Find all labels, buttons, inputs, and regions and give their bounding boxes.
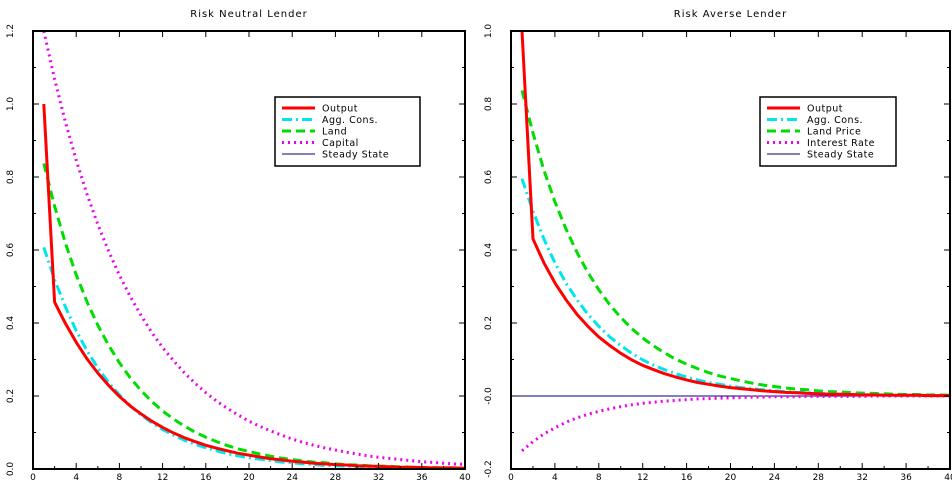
y-tick-label: 0.4 (6, 316, 16, 331)
x-tick-label: 4 (73, 473, 79, 482)
chart-title: Risk Averse Lender (674, 9, 787, 20)
y-tick-label: -0.0 (484, 387, 494, 405)
chart-panel-risk-averse: Risk Averse Lender 0 4 8 12 16 20 24 28 32 36 40 -0… (484, 9, 952, 482)
legend-label: Land (322, 127, 347, 138)
legend-label: Interest Rate (807, 138, 875, 149)
y-tick-label: 0.8 (484, 97, 494, 112)
x-tick-label: 28 (813, 473, 825, 482)
chart-panel-risk-neutral: Risk Neutral Lender 0 4 8 12 16 20 24 28 32 36 40 0… (6, 9, 471, 482)
series-group (33, 31, 465, 469)
y-tick-label: 0.4 (484, 243, 494, 258)
series-line-agg-cons (42, 246, 465, 469)
legend-label: Steady State (807, 150, 874, 161)
series-line-capital (42, 31, 465, 466)
legend-label: Output (322, 104, 358, 115)
y-tick-label: 0.2 (484, 316, 494, 330)
x-tick-label: 28 (330, 473, 342, 482)
series-line-output (42, 103, 465, 469)
legend-label: Land Price (807, 127, 861, 138)
y-tick-label: 0.8 (6, 170, 16, 185)
y-tick-label: 0.0 (6, 462, 16, 477)
legend-label: Agg. Cons. (807, 115, 863, 126)
y-tick-label: 1.2 (6, 24, 16, 38)
x-tick-label: 16 (681, 473, 693, 482)
series-line-land (42, 163, 465, 469)
x-tick-label: 12 (157, 473, 168, 482)
series-group (511, 31, 950, 452)
y-tick-label: 0.6 (484, 170, 494, 185)
x-tick-label: 20 (725, 473, 737, 482)
x-tick-label: 36 (416, 473, 428, 482)
x-tick-label: 4 (552, 473, 558, 482)
x-tick-label: 20 (243, 473, 255, 482)
x-tick-label: 8 (117, 473, 123, 482)
x-tick-label: 32 (373, 473, 384, 482)
x-tick-label: 12 (637, 473, 648, 482)
x-tick-label: 40 (459, 473, 471, 482)
x-tick-label: 40 (944, 473, 952, 482)
y-tick-label: 0.2 (6, 389, 16, 403)
chart-title: Risk Neutral Lender (190, 9, 308, 20)
y-tick-label: 1.0 (484, 24, 494, 39)
legend-label: Capital (322, 138, 359, 149)
series-line-interest-rate (521, 394, 950, 452)
legend-label: Output (807, 104, 843, 115)
y-tick-label: -0.2 (484, 460, 494, 478)
x-tick-label: 8 (596, 473, 602, 482)
series-line-agg-cons (520, 178, 950, 398)
y-tick-label: 1.0 (6, 97, 16, 112)
y-tick-label: 0.6 (6, 243, 16, 258)
x-tick-label: 24 (769, 473, 781, 482)
x-tick-label: 0 (508, 473, 514, 482)
legend-label: Agg. Cons. (322, 115, 378, 126)
x-tick-label: 24 (286, 473, 298, 482)
x-tick-label: 16 (200, 473, 212, 482)
legend-label: Steady State (322, 150, 389, 161)
x-tick-label: 0 (30, 473, 36, 482)
series-line-output (520, 31, 950, 398)
x-tick-label: 32 (856, 473, 867, 482)
x-tick-label: 36 (900, 473, 912, 482)
